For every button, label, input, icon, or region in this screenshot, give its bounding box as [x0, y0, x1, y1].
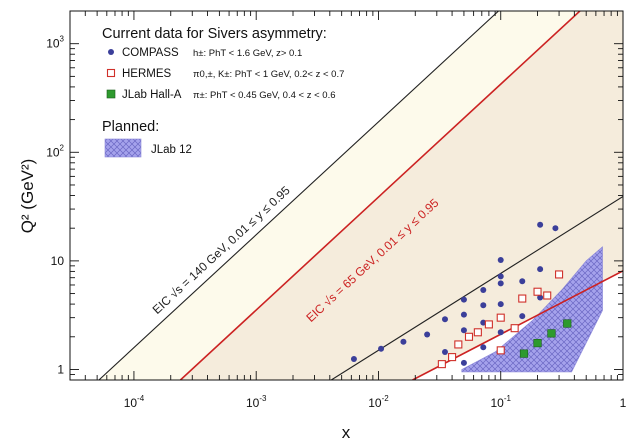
compass-point: [537, 294, 544, 301]
compass-point: [460, 359, 467, 366]
jlab-hall-a-point: [547, 329, 556, 338]
compass-point: [519, 313, 526, 320]
y-axis-label: Q² (GeV²): [18, 159, 37, 234]
legend-name-hermes: HERMES: [122, 68, 172, 80]
hermes-point: [518, 294, 527, 303]
jlab-hall-a-point: [563, 319, 572, 328]
planned-areas-layer: [461, 246, 603, 373]
hermes-point: [543, 291, 552, 300]
compass-point: [350, 355, 357, 362]
compass-point: [480, 286, 487, 293]
compass-point: [480, 344, 487, 351]
hermes-point: [555, 270, 564, 279]
jlab-hall-a-point: [519, 349, 529, 358]
x-tick-label: 10-1: [490, 394, 511, 410]
legend-marker-jlab-hall-a: [106, 89, 116, 99]
legend-title-planned: Planned:: [102, 119, 159, 135]
hermes-point: [448, 353, 457, 362]
compass-point: [497, 280, 504, 287]
legend-name-jlab-hall-a: JLab Hall-A: [122, 89, 182, 101]
compass-point: [552, 225, 559, 232]
hermes-point: [510, 324, 519, 333]
x-tick-label: 10-3: [246, 394, 267, 410]
legend-marker-hermes: [106, 68, 116, 78]
compass-point: [497, 256, 504, 263]
compass-point: [497, 273, 504, 280]
compass-point: [424, 331, 431, 338]
hermes-point: [533, 287, 542, 296]
hermes-point: [496, 313, 505, 322]
compass-point: [480, 302, 487, 309]
hermes-point: [496, 346, 505, 355]
y-tick-label: 10: [51, 254, 65, 268]
legend-desc-hermes: π0,±, K±: PhT < 1 GeV, 0.2< z < 0.7: [193, 69, 344, 80]
legend-desc-jlab-hall-a: π±: PhT < 0.45 GeV, 0.4 < z < 0.6: [193, 90, 336, 101]
compass-point: [497, 301, 504, 308]
legend-name-jlab12: JLab 12: [151, 144, 192, 156]
x-tick-label: 10-2: [368, 394, 389, 410]
x-tick-exponent: -2: [382, 394, 390, 403]
compass-point: [497, 329, 504, 336]
y-tick-label: 102: [46, 143, 64, 159]
compass-point: [537, 221, 544, 228]
hermes-point: [484, 320, 493, 329]
x-tick-label: 1: [620, 396, 627, 410]
band-line-2-upper: [179, 11, 581, 380]
y-tick-exponent: 3: [60, 35, 65, 44]
compass-point: [519, 278, 526, 285]
hermes-point: [437, 360, 446, 369]
planned-area-jlab12: [461, 246, 603, 373]
compass-point: [537, 266, 544, 273]
band-line-1-upper: [98, 11, 499, 380]
hermes-point: [464, 332, 474, 341]
compass-point: [460, 296, 467, 303]
compass-point: [441, 316, 448, 323]
compass-point: [460, 311, 467, 318]
hermes-point: [454, 340, 463, 349]
x-tick-exponent: -4: [137, 394, 145, 403]
compass-point: [460, 327, 467, 334]
legend-desc-compass: h±: PhT < 1.6 GeV, z> 0.1: [193, 48, 302, 59]
compass-point: [441, 348, 448, 355]
compass-point: [400, 338, 407, 345]
band-fill-2: [180, 11, 623, 380]
bands-layer: [98, 11, 623, 380]
jlab-hall-a-point: [533, 338, 542, 348]
points-layer: [350, 221, 572, 369]
x-axis-label: x: [342, 423, 351, 442]
y-tick-exponent: 2: [60, 143, 65, 152]
legend-swatch-jlab12: [104, 138, 142, 158]
x-tick-exponent: -1: [504, 394, 512, 403]
legend-name-compass: COMPASS: [122, 47, 179, 59]
y-tick-label: 103: [46, 35, 64, 51]
legend: Current data for Sivers asymmetry: COMPA…: [102, 26, 344, 158]
legend-title-current: Current data for Sivers asymmetry:: [102, 26, 327, 42]
legend-marker-compass: [108, 49, 114, 55]
x-tick-label: 10-4: [124, 394, 145, 410]
x-tick-exponent: -3: [259, 394, 267, 403]
compass-point: [480, 319, 487, 326]
y-tick-label: 1: [57, 362, 64, 376]
compass-point: [378, 345, 385, 352]
hermes-point: [473, 328, 482, 337]
